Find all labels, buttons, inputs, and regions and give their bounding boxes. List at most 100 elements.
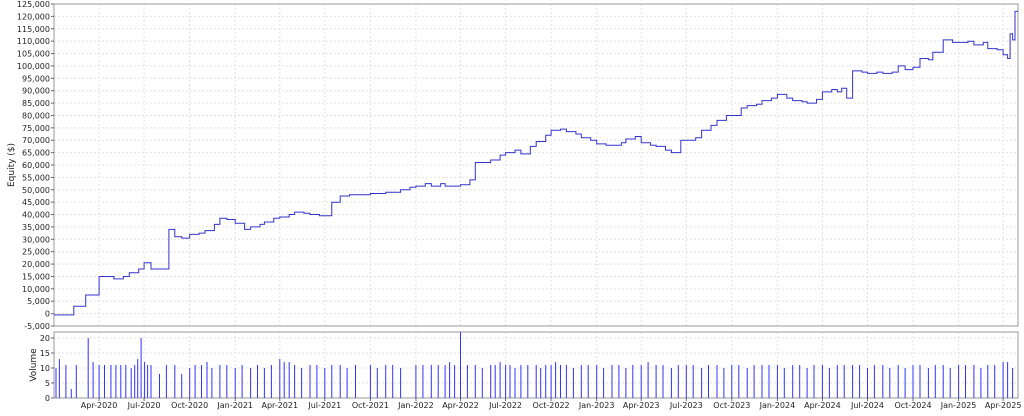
volume-bar [761,365,763,398]
volume-bar [444,365,446,398]
volume-bar [346,368,348,398]
x-tick-label: Jan-2022 [397,401,434,410]
volume-bar [490,365,492,398]
volume-y-tick-label: 15 [40,349,50,358]
volume-bar [677,365,679,398]
volume-bar [474,365,476,398]
equity-y-tick-label: 125,000 [17,0,50,9]
equity-y-tick-label: -5,000 [24,322,50,331]
volume-bar [181,374,183,398]
volume-bar [422,365,424,398]
volume-bar [125,365,127,398]
volume-bar [514,368,516,398]
volume-bar [110,365,112,398]
volume-bar [912,365,914,398]
volume-bar [283,362,285,398]
volume-bar [625,368,627,398]
equity-y-tick-label: 70,000 [22,136,50,145]
volume-bar [973,365,975,398]
volume-bar [958,365,960,398]
volume-bar [792,365,794,398]
volume-bar [836,365,838,398]
volume-y-tick-label: 5 [45,379,50,388]
equity-y-tick-label: 75,000 [22,124,50,133]
x-tick-label: Apr-2020 [81,401,118,410]
x-tick-label: Jul-2021 [307,401,341,410]
volume-bar [70,389,72,398]
volume-y-tick-label: 20 [40,334,50,343]
volume-bar [194,365,196,398]
volume-bar [87,338,89,398]
volume-bar [897,365,899,398]
x-tick-label: Oct-2021 [352,401,389,410]
volume-bar [828,368,830,398]
volume-bar [174,365,176,398]
volume-bar [130,368,132,398]
volume-bar [647,362,649,398]
x-tick-label: Apr-2022 [442,401,479,410]
volume-bar [159,374,160,398]
equity-y-tick-label: 50,000 [22,186,50,195]
volume-bar [919,365,921,398]
x-ticks: Apr-2020 Jul-2020 Oct-2020 Jan-2021 Apr-2021… [81,398,1022,410]
volume-bar [279,359,281,398]
volume-bar [520,365,522,398]
equity-y-tick-label: 5,000 [27,297,50,306]
equity-y-tick-label: 25,000 [22,248,50,257]
volume-bar [415,365,417,398]
volume-bar [206,362,208,398]
volume-bar [821,365,823,398]
equity-line [54,10,1018,316]
volume-bar [618,365,620,398]
equity-y-tick-label: 15,000 [22,272,50,281]
volume-bar [731,365,733,398]
volume-bar [662,365,664,398]
volume-bar [505,365,507,398]
volume-bar [120,365,122,398]
volume-bar [927,368,929,398]
equity-y-tick-label: 95,000 [22,74,50,83]
volume-bar [545,365,547,398]
volume-bar [587,365,589,398]
equity-y-tick-label: 45,000 [22,198,50,207]
volume-bar [980,368,982,398]
volume-bar [776,365,778,398]
equity-y-tick-label: 100,000 [17,62,50,71]
equity-y-tick-label: 120,000 [17,12,50,21]
volume-bar [572,368,574,398]
equity-y-tick-label: 55,000 [22,173,50,182]
volume-bar [430,365,432,398]
volume-bar [219,365,221,398]
volume-bar [75,365,77,398]
volume-bar [527,365,529,398]
volume-bar [1002,362,1004,398]
volume-bar [400,368,402,398]
volume-bar [640,365,642,398]
volume-bar [889,368,891,398]
volume-bar [140,338,142,398]
volume-bar [746,368,748,398]
x-tick-label: Jul-2022 [488,401,522,410]
volume-bar [376,368,378,398]
equity-y-tick-label: 110,000 [17,37,50,46]
volume-bar [692,365,694,398]
x-tick-label: Oct-2024 [894,401,931,410]
volume-bar [867,368,868,398]
volume-bar [241,365,243,398]
equity-y-tick-label: 65,000 [22,149,50,158]
volume-bar [965,365,966,398]
volume-bar [147,365,149,398]
volume-bar [65,365,67,398]
volume-bar [270,365,272,398]
volume-bar [466,365,468,398]
volume-bar [560,365,561,398]
volume-bar [655,365,657,398]
x-tick-label: Apr-2025 [985,401,1022,410]
volume-bar [994,365,996,398]
volume-bar [98,365,100,398]
equity-y-tick-label: 90,000 [22,87,50,96]
x-tick-label: Jan-2023 [578,401,615,410]
x-tick-label: Jan-2021 [216,401,253,410]
volume-y-tick-label: 10 [40,364,50,373]
volume-bar [603,368,605,398]
